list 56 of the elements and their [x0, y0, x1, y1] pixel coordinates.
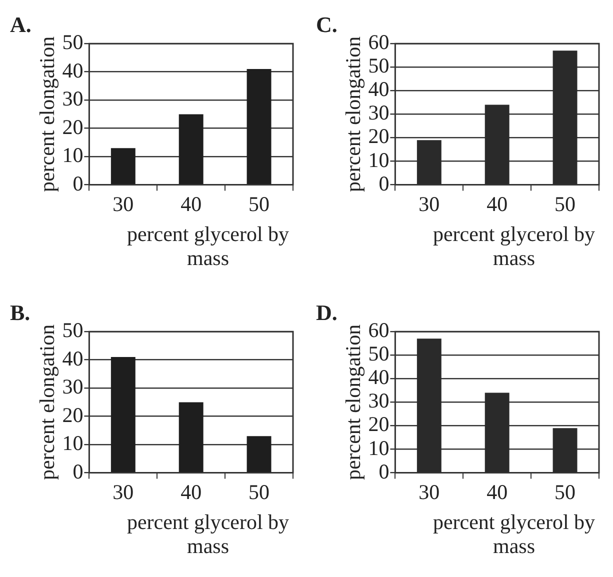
x-axis-title: percent glycerol by mass [432, 222, 596, 270]
bar [178, 402, 204, 472]
chart-title: A. [10, 12, 32, 38]
bar [246, 69, 272, 184]
x-tick-label: 30 [418, 192, 440, 216]
y-tick-label: 60 [368, 318, 390, 342]
y-tick-label: 30 [62, 86, 84, 111]
y-tick-label: 10 [368, 436, 390, 460]
chart-title: C. [316, 12, 338, 38]
y-axis-title: percent elongation [341, 36, 366, 192]
y-tick-label: 40 [368, 365, 390, 390]
y-tick-label: 50 [368, 342, 390, 366]
y-tick-label: 0 [378, 171, 390, 196]
x-tick-label: 50 [554, 192, 576, 216]
x-tick-label: 50 [248, 480, 270, 504]
chart-title: B. [10, 300, 30, 326]
y-tick-label: 10 [368, 148, 390, 172]
x-tick-label: 50 [554, 480, 576, 504]
y-tick-label: 0 [72, 171, 84, 196]
y-tick-label: 20 [62, 402, 84, 427]
x-tick-label: 40 [180, 192, 202, 216]
bar [110, 357, 136, 472]
y-tick-label: 40 [62, 58, 84, 82]
bar [246, 436, 272, 472]
x-axis-title: percent glycerol by mass [126, 510, 290, 558]
bar [110, 148, 136, 184]
y-tick-label: 50 [62, 30, 84, 54]
y-tick-label: 30 [368, 100, 390, 125]
y-tick-label: 60 [368, 30, 390, 54]
y-tick-label: 40 [368, 77, 390, 102]
x-tick-label: 40 [486, 192, 508, 216]
x-tick-label: 30 [112, 192, 134, 216]
x-tick-label: 30 [418, 480, 440, 504]
chart-title: D. [316, 300, 338, 326]
y-tick-label: 50 [62, 318, 84, 342]
y-tick-label: 20 [368, 412, 390, 436]
y-tick-label: 20 [62, 114, 84, 139]
y-tick-label: 0 [378, 459, 390, 484]
y-tick-label: 30 [62, 374, 84, 399]
y-tick-label: 10 [62, 431, 84, 456]
x-tick-label: 40 [486, 480, 508, 504]
y-tick-label: 0 [72, 459, 84, 484]
x-tick-label: 40 [180, 480, 202, 504]
y-axis-title: percent elongation [35, 36, 60, 192]
y-tick-label: 10 [62, 143, 84, 168]
y-tick-label: 20 [368, 124, 390, 148]
y-axis-title: percent elongation [35, 324, 60, 480]
x-axis-title: percent glycerol by mass [432, 510, 596, 558]
y-axis-title: percent elongation [341, 324, 366, 480]
y-tick-label: 50 [368, 54, 390, 78]
y-tick-label: 30 [368, 388, 390, 413]
bar [178, 114, 204, 184]
x-axis-title: percent glycerol by mass [126, 222, 290, 270]
x-tick-label: 50 [248, 192, 270, 216]
x-tick-label: 30 [112, 480, 134, 504]
y-tick-label: 40 [62, 346, 84, 370]
